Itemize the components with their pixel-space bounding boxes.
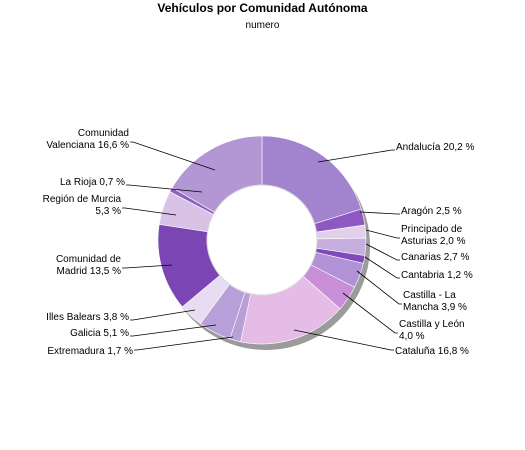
leader-line bbox=[126, 184, 203, 193]
slice-label: Castilla y León 4,0 % bbox=[399, 319, 465, 342]
slice-label: Cataluña 16,8 % bbox=[395, 346, 469, 357]
slice-label: Castilla - La Mancha 3,9 % bbox=[403, 290, 467, 313]
leader-line bbox=[342, 292, 398, 334]
leader-line bbox=[122, 207, 177, 216]
leader-line bbox=[130, 141, 216, 171]
chart-subtitle: numero bbox=[245, 20, 280, 31]
slice-label: Cantabria 1,2 % bbox=[401, 270, 473, 281]
leader-line bbox=[356, 270, 402, 305]
slice-label: Principado de Asturias 2,0 % bbox=[401, 224, 466, 247]
slice-label: Comunidad Valenciana 16,6 % bbox=[46, 128, 129, 151]
slice-label: Canarias 2,7 % bbox=[401, 252, 469, 263]
donut-hole bbox=[206, 184, 318, 296]
leader-line bbox=[130, 309, 196, 321]
slice-label: La Rioja 0,7 % bbox=[60, 177, 125, 188]
slice-label: Extremadura 1,7 % bbox=[47, 346, 133, 357]
leader-line bbox=[364, 256, 400, 279]
leader-line bbox=[134, 336, 234, 351]
slice-label: Galicia 5,1 % bbox=[70, 328, 129, 339]
slice-label: Aragón 2,5 % bbox=[401, 206, 462, 217]
leader-line bbox=[365, 243, 400, 261]
leader-line bbox=[317, 149, 395, 163]
leader-line bbox=[130, 324, 217, 337]
chart-title: Vehículos por Comunidad Autónoma bbox=[157, 1, 368, 15]
leader-line bbox=[293, 329, 394, 351]
leader-line bbox=[122, 264, 173, 269]
slice-label: Andalucía 20,2 % bbox=[396, 142, 474, 153]
leader-line bbox=[365, 229, 400, 239]
slice-label: Comunidad de Madrid 13,5 % bbox=[56, 254, 121, 277]
slice-label: Illes Balears 3,8 % bbox=[46, 312, 129, 323]
slice-label: Región de Murcia 5,3 % bbox=[43, 194, 122, 217]
leader-line bbox=[359, 211, 400, 215]
